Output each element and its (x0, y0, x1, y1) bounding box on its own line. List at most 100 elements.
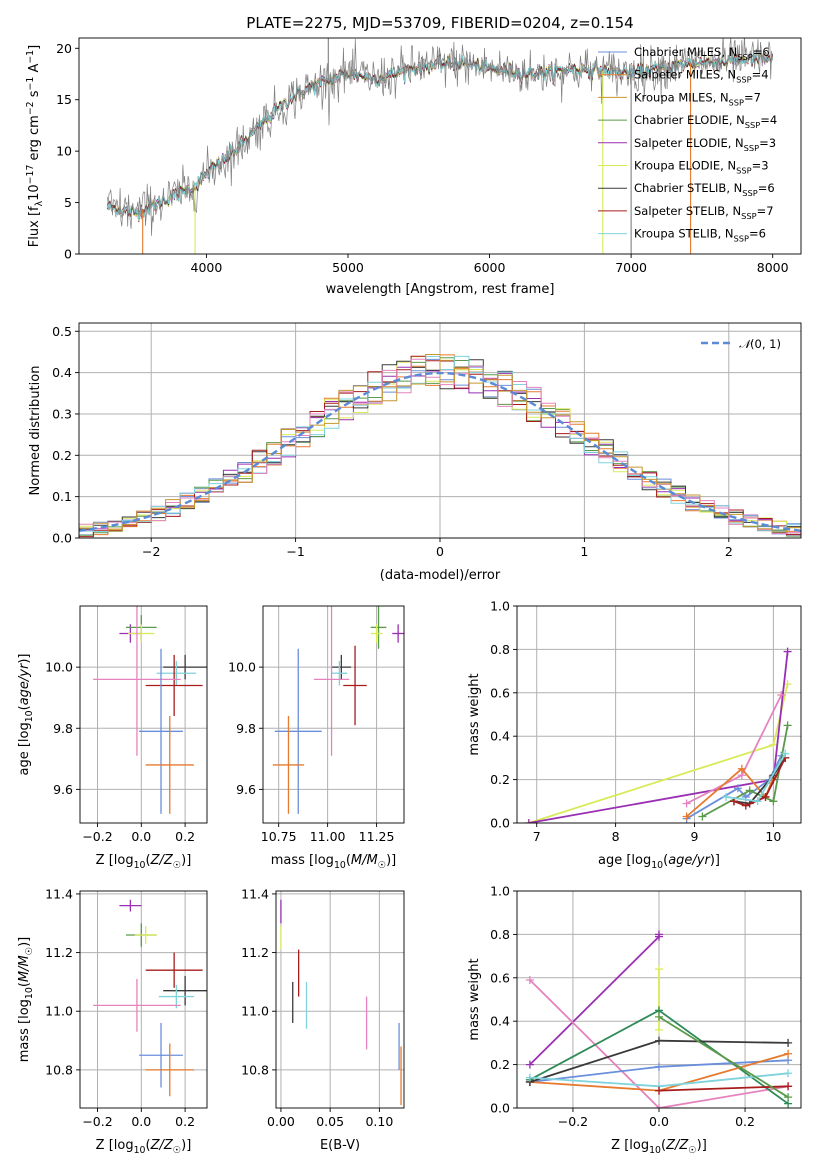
weight-marker (737, 764, 746, 773)
y-tick-label: 11.4 (241, 886, 269, 901)
x-tick-label: 11.25 (359, 829, 395, 844)
x-tick-label: −1 (286, 544, 304, 559)
weight-line (658, 1016, 789, 1098)
weight-marker (745, 786, 754, 795)
weight-marker (761, 792, 770, 801)
weight-marker (655, 1062, 663, 1071)
y-tick-label: 15 (56, 92, 72, 107)
y-tick-label: 9.6 (236, 782, 256, 797)
y-tick-label: 5 (64, 195, 72, 210)
weight-marker (655, 965, 663, 974)
axes-frame (79, 605, 208, 824)
weight-marker (783, 721, 792, 730)
weight-marker (655, 1086, 663, 1095)
legend-label: 𝒩(0, 1) (739, 337, 781, 351)
weight-marker (525, 975, 534, 984)
y-axis-label: Normed distribution (28, 366, 43, 496)
x-axis-label: wavelength [Angstrom, rest frame] (326, 282, 555, 297)
y-tick-label: 10.0 (228, 660, 256, 675)
legend-label: Kroupa ELODIE, NSSP=3 (634, 159, 769, 176)
x-axis-label: E(B-V) (320, 1138, 360, 1153)
plot-content (79, 354, 801, 538)
y-tick-label: 0.1 (52, 489, 72, 504)
weight-line (529, 979, 789, 1108)
panel-residuals: −2 −1 0 1 2 0.0 0.1 0.2 0.3 0.4 0.5 (data-model)/er… (28, 322, 802, 583)
y-tick-label: 0.2 (490, 772, 510, 787)
panel-EBV-mass: 0.00 0.05 0.10 10.8 11.0 11.2 11.4 E(B-V) (241, 886, 405, 1153)
weight-line (733, 757, 786, 805)
panel-Z-age: −0.2 0.0 0.2 9.6 9.8 10.0 Z [log10(Z/Z☉)] age [… (17, 605, 208, 871)
y-tick-label: 11.0 (241, 1004, 269, 1019)
weight-marker (655, 930, 663, 939)
weight-marker (682, 812, 691, 821)
axes-frame (516, 605, 802, 824)
y-axis-label: age [log10(age/yr)] (17, 653, 35, 775)
y-tick-label: 11.2 (45, 945, 73, 960)
axes-frame (516, 890, 802, 1109)
y-tick-label: 10.8 (241, 1062, 269, 1077)
x-tick-label: 0.00 (267, 1114, 295, 1129)
x-axis-label: (data-model)/error (380, 568, 501, 583)
plot-content (280, 899, 402, 1106)
y-axis-label: mass weight (467, 673, 482, 755)
y-tick-label: 0.2 (52, 448, 72, 463)
plot-area (263, 606, 404, 823)
x-tick-label: 10 (765, 829, 781, 844)
x-tick-label: 0.2 (175, 1114, 195, 1129)
y-tick-label: 11.0 (45, 1004, 73, 1019)
x-tick-label: 7 (533, 829, 541, 844)
weight-marker (777, 690, 786, 699)
x-tick-label: 0.10 (365, 1114, 393, 1129)
x-axis-label: mass [log10(M/M☉)] (271, 853, 397, 871)
weight-marker (783, 680, 792, 689)
weight-marker (784, 1038, 793, 1047)
x-axis-label: Z [log10(Z/Z☉)] (611, 1138, 707, 1156)
x-tick-label: 6000 (474, 260, 506, 275)
y-tick-label: 0.4 (490, 729, 510, 744)
weight-marker (524, 819, 533, 823)
weight-marker (655, 1104, 663, 1108)
y-tick-label: 10 (56, 144, 72, 159)
weight-marker (655, 1012, 663, 1021)
x-tick-label: −0.2 (558, 1114, 588, 1129)
x-tick-label: −0.2 (82, 1114, 112, 1129)
y-axis-label: Flux [fλ10−17 erg cm−2 s−1 A−1] (25, 45, 45, 247)
x-tick-label: 1 (580, 544, 588, 559)
panel-age-weight: 7 8 9 10 0.0 0.2 0.4 0.6 0.8 1.0 age [log10(age/yr… (467, 599, 802, 871)
y-tick-label: 1.0 (490, 599, 510, 614)
x-tick-label: 7000 (615, 260, 647, 275)
y-tick-label: 0.6 (490, 970, 510, 985)
plot-content (93, 606, 207, 814)
y-tick-label: 0.8 (490, 927, 510, 942)
legend-label: Chabrier STELIB, NSSP=6 (634, 181, 775, 198)
histogram-series (79, 354, 801, 538)
weight-marker (784, 1082, 793, 1091)
axes-frame (79, 890, 208, 1109)
legend-label: Salpeter STELIB, NSSP=7 (634, 204, 774, 221)
plot-area (80, 891, 207, 1108)
plot-area (80, 606, 207, 823)
axes-frame (78, 37, 802, 255)
weight-marker (741, 801, 750, 810)
x-tick-label: 4000 (191, 260, 223, 275)
y-tick-label: 9.8 (53, 721, 73, 736)
panel-Z-mass: −0.2 0.0 0.2 10.8 11.0 11.2 11.4 Z [log10(Z/Z☉)… (17, 886, 208, 1156)
y-tick-label: 0.4 (490, 1014, 510, 1029)
x-tick-label: 0.0 (649, 1114, 669, 1129)
x-axis-label: Z [log10(Z/Z☉)] (96, 1138, 192, 1156)
plot-area (276, 891, 404, 1108)
weight-marker (784, 1069, 793, 1078)
axes-frame (275, 890, 405, 1109)
weight-marker (525, 1073, 534, 1082)
x-tick-label: 0.0 (131, 829, 151, 844)
y-tick-label: 1.0 (490, 884, 510, 899)
y-tick-label: 10.8 (45, 1062, 73, 1077)
chart-title: PLATE=2275, MJD=53709, FIBERID=0204, z=0… (246, 14, 633, 32)
weight-marker (698, 812, 707, 821)
x-tick-label: −0.2 (82, 829, 112, 844)
x-tick-label: 0 (436, 544, 444, 559)
y-tick-label: 0.0 (52, 531, 72, 546)
legend-label: Kroupa MILES, NSSP=7 (634, 90, 761, 107)
normal-curve (79, 371, 801, 532)
